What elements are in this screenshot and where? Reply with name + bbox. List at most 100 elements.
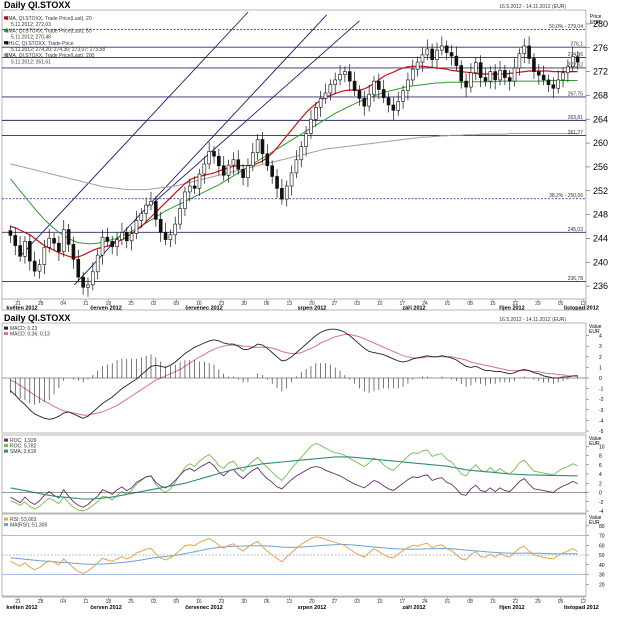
candle-body: [420, 54, 425, 63]
y-tick-label: 252: [593, 186, 608, 196]
y-tick-label: 0: [599, 491, 602, 497]
candle: [154, 196, 158, 227]
candle-body: [168, 234, 173, 240]
candle-body: [493, 71, 497, 81]
y-tick-label: 248: [593, 210, 608, 220]
candle-body: [221, 165, 226, 176]
candle-body: [236, 159, 241, 170]
x-tick-label: 29: [535, 599, 541, 605]
y-tick-label: -2: [599, 397, 604, 403]
candle-body: [110, 241, 115, 248]
candle-body: [86, 284, 90, 288]
candle: [425, 39, 430, 61]
candle-body: [478, 62, 483, 78]
candle-body: [192, 185, 197, 189]
candle-body: [357, 90, 362, 99]
x-tick-label: 08: [467, 301, 473, 307]
candle: [105, 227, 110, 247]
sma200-line: [10, 133, 578, 191]
candle: [362, 90, 367, 116]
candle: [352, 71, 357, 97]
y-tick-label: 240: [593, 257, 608, 267]
x-tick-label: 01: [445, 301, 451, 307]
candle: [430, 43, 434, 68]
candle: [541, 65, 546, 86]
level-label: 261,27: [568, 130, 584, 136]
candle: [420, 47, 425, 72]
candle-body: [323, 92, 328, 99]
candle: [323, 83, 328, 104]
candle: [42, 239, 47, 275]
x-month-label: srpen 2012: [298, 605, 327, 611]
candle: [372, 75, 376, 102]
x-tick-label: 28: [38, 301, 44, 307]
candle-body: [250, 152, 255, 167]
candle-body: [294, 159, 299, 174]
candle-body: [464, 80, 468, 88]
x-tick-label: 03: [354, 599, 360, 605]
x-tick-label: 17: [400, 599, 406, 605]
candle-body: [23, 241, 27, 257]
candle: [493, 64, 497, 90]
candle: [192, 176, 197, 194]
rsi-line: [10, 536, 578, 575]
candle: [294, 150, 299, 179]
legend-swatch: [4, 41, 8, 45]
level-label: 263,81: [568, 115, 584, 121]
x-tick-label: 05: [558, 599, 564, 605]
candle-body: [241, 169, 245, 178]
candle: [473, 57, 478, 81]
candle: [498, 60, 502, 86]
candle: [217, 148, 221, 176]
legend-swatch: [4, 326, 8, 330]
x-tick-label: 27: [332, 599, 338, 605]
candle-body: [318, 98, 323, 108]
candle-body: [231, 159, 236, 166]
y-tick-label: -4: [599, 509, 604, 515]
y-tick-label: 60: [599, 543, 605, 549]
candle: [246, 158, 250, 188]
candle: [483, 68, 488, 87]
level-label: 245,03: [568, 227, 584, 233]
candle-body: [498, 70, 502, 81]
candle-body: [260, 139, 265, 155]
legend-entry: 5.11.2012; 261,61: [11, 59, 51, 65]
legend-swatch: [4, 444, 8, 448]
price-x-axis: 21 28 04 11 18 25 02 09 16 23 30 06 13 20 27 03 10 17 24 01…: [2, 298, 599, 312]
candle: [289, 165, 294, 196]
x-tick-label: 15: [490, 301, 496, 307]
x-tick-label: 11: [83, 301, 88, 307]
candle: [8, 225, 13, 243]
candle-body: [47, 238, 52, 248]
candle: [575, 51, 580, 70]
candle: [66, 224, 71, 252]
y-tick-label: 3: [599, 344, 602, 350]
chart-title: Daily QI.STOXX: [4, 0, 70, 10]
candle: [401, 85, 405, 109]
panel-axis-unit: EUR: [589, 441, 600, 447]
candle-body: [512, 67, 517, 82]
candle-body: [37, 264, 42, 272]
candle: [250, 143, 255, 172]
candle-body: [81, 276, 85, 288]
y-tick-label: 272: [593, 67, 608, 77]
candle: [318, 90, 323, 117]
x-tick-label: 23: [219, 599, 225, 605]
candle-body: [522, 45, 527, 55]
candle-body: [440, 45, 444, 51]
candle-body: [299, 146, 304, 161]
candle: [406, 72, 410, 101]
candle: [280, 178, 284, 205]
candle-body: [280, 188, 284, 200]
x-tick-label: 01: [445, 599, 451, 605]
candle: [168, 229, 173, 248]
candle-body: [71, 244, 76, 260]
candle: [488, 66, 493, 89]
x-tick-label: 08: [467, 599, 473, 605]
roc-sma-line: [10, 456, 578, 500]
x-tick-label: 24: [422, 301, 428, 307]
x-tick-label: 18: [106, 301, 112, 307]
level-label: 274,36: [568, 52, 584, 58]
